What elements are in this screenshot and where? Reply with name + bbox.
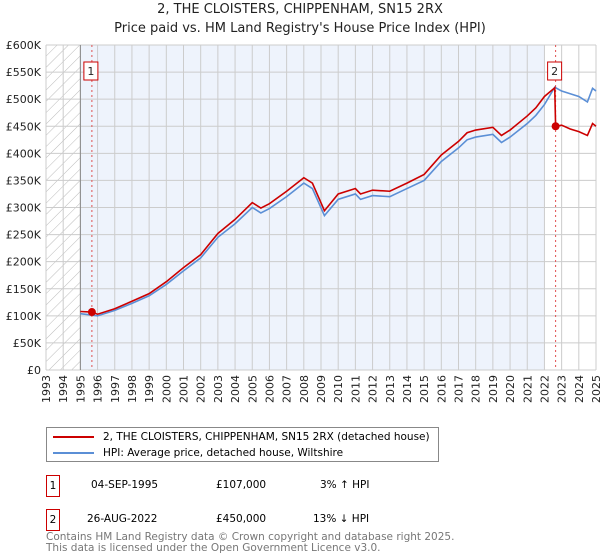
- x-tick-label: 2020: [504, 375, 517, 403]
- hpi-diff: 13% ↓ HPI: [313, 513, 370, 525]
- annotation-box: [83, 61, 99, 81]
- x-tick-label: 2000: [160, 375, 173, 403]
- marker-badge: 1: [46, 475, 60, 497]
- sale-date: 26-AUG-2022: [87, 513, 158, 525]
- x-tick-label: 2019: [487, 375, 500, 403]
- x-tick-label: 2011: [349, 375, 362, 403]
- price-paid-line: [80, 86, 597, 316]
- x-tick-label: 1998: [126, 375, 139, 403]
- footer: Contains HM Land Registry data © Crown c…: [46, 532, 454, 554]
- x-tick-label: 2016: [435, 375, 448, 403]
- x-tick-label: 1993: [40, 375, 53, 403]
- y-tick-label: £150K: [6, 283, 42, 296]
- x-tick-label: 2006: [263, 375, 276, 403]
- x-tick-label: 2005: [246, 375, 259, 403]
- x-tick-label: 2009: [315, 375, 328, 403]
- y-tick-label: £350K: [6, 174, 42, 187]
- x-tick-label: 2015: [418, 375, 431, 403]
- annotation-box: [547, 61, 563, 81]
- legend-label: 2, THE CLOISTERS, CHIPPENHAM, SN15 2RX (…: [103, 431, 430, 443]
- y-tick-label: £300K: [6, 202, 42, 215]
- x-tick-label: 2007: [281, 375, 294, 403]
- plot-area: 1993 1994 1995 1996 1997 1998 1999 2000 2001 2002…: [6, 39, 600, 403]
- sale-date: 04-SEP-1995: [91, 479, 159, 491]
- legend-item-hpi: HPI: Average price, detached house, Wilt…: [53, 445, 343, 461]
- y-tick-label: £400K: [6, 147, 42, 160]
- x-tick-label: 2018: [470, 375, 483, 403]
- legend-label: HPI: Average price, detached house, Wilt…: [103, 447, 344, 459]
- hpi-line: [80, 86, 597, 317]
- legend-item-property: 2, THE CLOISTERS, CHIPPENHAM, SN15 2RX (…: [53, 429, 430, 445]
- x-tick-label: 1997: [109, 375, 122, 403]
- x-tick-label: 1996: [92, 375, 105, 403]
- y-tick-label: £500K: [6, 93, 42, 106]
- x-tick-label: 2017: [453, 375, 466, 403]
- y-tick-label: £100K: [6, 310, 42, 323]
- x-tick-label: 2021: [521, 375, 534, 403]
- y-tick-label: £600K: [6, 39, 42, 52]
- marker-badge: 2: [46, 509, 60, 531]
- footer-line: This data is licensed under the Open Gov…: [46, 542, 381, 554]
- legend: 2, THE CLOISTERS, CHIPPENHAM, SN15 2RX (…: [46, 427, 439, 462]
- x-tick-label: 1994: [57, 375, 70, 403]
- x-tick-label: 2012: [367, 375, 380, 403]
- annotation-label: 2: [551, 65, 558, 78]
- x-tick-label: 1995: [74, 375, 87, 403]
- sale-point: [87, 308, 96, 317]
- x-tick-label: 2003: [212, 375, 225, 403]
- x-tick-label: 2008: [298, 375, 311, 403]
- sale-price: £450,000: [216, 513, 267, 525]
- y-tick-label: £200K: [6, 256, 42, 269]
- x-tick-label: 2001: [178, 375, 191, 403]
- y-tick-label: £450K: [6, 120, 42, 133]
- x-tick-label: 2024: [573, 375, 586, 403]
- x-tick-label: 1999: [143, 375, 156, 403]
- x-tick-label: 2014: [401, 375, 414, 403]
- y-tick-label: £0: [27, 364, 41, 377]
- x-tick-label: 2004: [229, 375, 242, 403]
- sale-price: £107,000: [216, 479, 267, 491]
- y-tick-label: £550K: [6, 66, 42, 79]
- x-tick-label: 2013: [384, 375, 397, 403]
- y-tick-label: £250K: [6, 229, 42, 242]
- x-tick-label: 2010: [332, 375, 345, 403]
- sale-point: [551, 122, 560, 131]
- x-tick-label: 2022: [538, 375, 551, 403]
- hpi-diff: 3% ↑ HPI: [320, 479, 370, 491]
- x-tick-label: 2025: [590, 375, 600, 403]
- x-tick-label: 2023: [556, 375, 569, 403]
- annotation-label: 1: [87, 65, 94, 78]
- y-tick-label: £50K: [13, 337, 42, 350]
- chart-title: 2, THE CLOISTERS, CHIPPENHAM, SN15 2RX: [157, 2, 443, 17]
- footer-line: Contains HM Land Registry data © Crown c…: [46, 531, 455, 543]
- chart-subtitle: Price paid vs. HM Land Registry's House …: [114, 21, 486, 36]
- x-tick-label: 2002: [195, 375, 208, 403]
